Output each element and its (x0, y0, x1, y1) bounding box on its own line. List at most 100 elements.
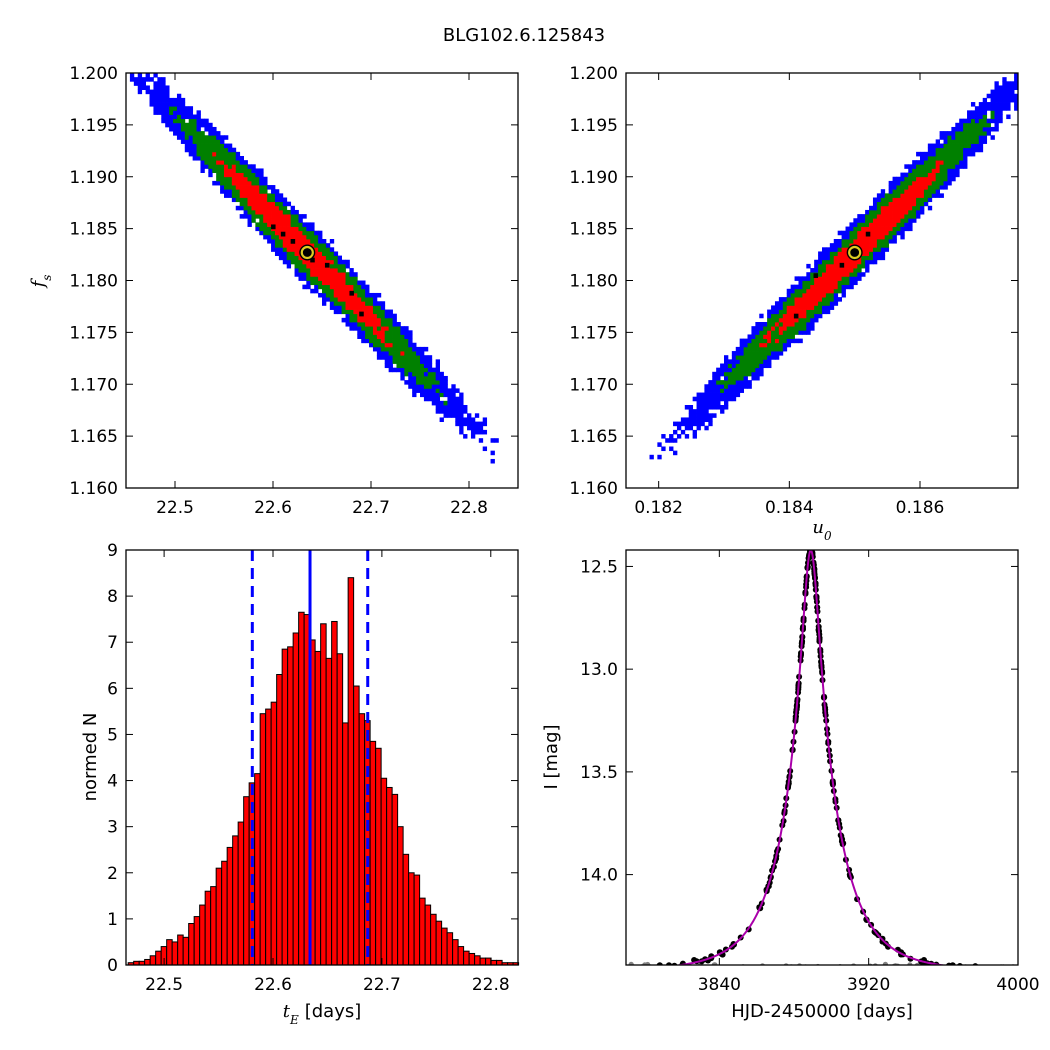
bl-ytick-label: 0 (107, 956, 118, 976)
tl-density-cell (255, 209, 260, 215)
tr-density-cell (810, 305, 815, 310)
tl-density-cell (361, 288, 366, 294)
tr-density-cell (778, 326, 784, 331)
tl-density-cell (443, 413, 448, 418)
tr-density-cell (818, 305, 823, 310)
tl-density-cell (372, 330, 378, 335)
tr-density-cell (916, 180, 921, 186)
tr-cells (649, 73, 1018, 460)
tl-density-cell (216, 180, 221, 186)
tr-density-cell (896, 218, 901, 223)
tr-density-cell (947, 164, 952, 169)
tl-density-cell (459, 413, 464, 418)
tr-density-cell (849, 276, 854, 281)
tl-density-cell (443, 384, 448, 389)
tl-density-cell (165, 106, 170, 111)
tl-density-cell (200, 131, 205, 136)
tl-density-cell (243, 214, 248, 219)
tl-density-cell (447, 396, 452, 402)
tl-density-cell (243, 209, 248, 215)
tr-density-cell (774, 342, 780, 348)
tl-density-cell (365, 322, 370, 327)
tr-density-cell (735, 359, 741, 364)
tr-density-cell (931, 143, 937, 149)
tl-density-cell (333, 276, 339, 281)
tl-density-cell (239, 185, 244, 190)
tr-density-cell (939, 147, 944, 153)
tr-density-cell (841, 288, 846, 294)
tr-density-cell (872, 243, 878, 248)
tl-density-cell (278, 205, 284, 211)
tr-density-cell (857, 276, 862, 281)
tr-density-cell (916, 172, 921, 178)
tl-density-cell (165, 89, 170, 95)
tr-density-cell (751, 351, 756, 356)
tl-density-cell (459, 409, 464, 414)
tl-density-cell (200, 135, 205, 140)
tl-density-cell (176, 122, 182, 128)
tl-density-cell (337, 301, 342, 306)
tr-density-cell (731, 355, 737, 360)
tr-density-cell (806, 305, 811, 310)
tl-density-cell (153, 85, 158, 90)
tr-density-cell (990, 135, 995, 140)
tl-density-cell (412, 375, 417, 381)
tl-density-cell (329, 251, 335, 256)
tl-density-cell (243, 197, 248, 203)
bl-xlabel: tE [days] (283, 1001, 362, 1027)
histogram-bar (259, 713, 267, 966)
tr-density-cell (724, 363, 729, 369)
tl-density-cell (494, 438, 499, 443)
tl-density-cell (380, 317, 386, 323)
tr-xtick-label: 0.184 (765, 498, 814, 518)
tr-density-cell (708, 388, 713, 393)
tr-density-cell (751, 342, 756, 348)
tr-density-cell (688, 413, 694, 418)
tr-density-cell (943, 168, 948, 173)
tr-density-cell (951, 151, 956, 157)
tr-density-cell (935, 185, 940, 190)
tl-density-cell (271, 239, 276, 244)
tl-density-cell (188, 110, 194, 115)
tr-density-cell (786, 313, 792, 319)
tl-density-cell (341, 280, 346, 286)
tl-density-cell (200, 151, 205, 157)
tl-density-cell (349, 322, 354, 327)
tl-density-cell (294, 226, 299, 232)
tl-density-cell (161, 114, 166, 120)
tr-density-cell (916, 209, 921, 215)
tl-density-cell (322, 288, 327, 294)
tr-density-cell (974, 147, 980, 153)
tr-density-cell (822, 284, 827, 290)
tl-density-cell (345, 305, 350, 310)
tr-density-cell (1006, 85, 1011, 90)
tl-density-cell (384, 309, 390, 315)
tr-density-cell (786, 322, 792, 327)
tr-density-cell (825, 255, 831, 261)
tr-density-cell (692, 429, 697, 435)
tl-density-cell (349, 305, 354, 310)
tr-density-cell (1014, 85, 1018, 90)
bl-xtick-label: 22.8 (472, 975, 510, 995)
tl-density-cell (376, 346, 382, 352)
histogram-bar (419, 897, 426, 966)
tl-density-cell (200, 156, 205, 161)
tl-density-cell (286, 201, 292, 207)
tr-density-cell (951, 139, 956, 144)
tl-density-cell (204, 143, 209, 149)
tl-density-cell (274, 197, 280, 203)
tr-density-cell (880, 247, 886, 252)
tr-density-cell (759, 342, 764, 348)
tr-density-cell (798, 317, 803, 323)
histogram-bar (380, 777, 388, 966)
tl-density-cell (431, 367, 437, 373)
tr-density-cell (700, 421, 705, 427)
tl-density-cell (318, 239, 323, 244)
tr-density-cell (927, 164, 933, 169)
tr-density-cell (1014, 106, 1018, 111)
tr-density-cell (833, 247, 839, 252)
tl-density-cell (455, 388, 460, 393)
tl-density-cell (212, 135, 217, 140)
tr-density-cell (673, 450, 678, 456)
tl-density-cell (263, 218, 268, 223)
